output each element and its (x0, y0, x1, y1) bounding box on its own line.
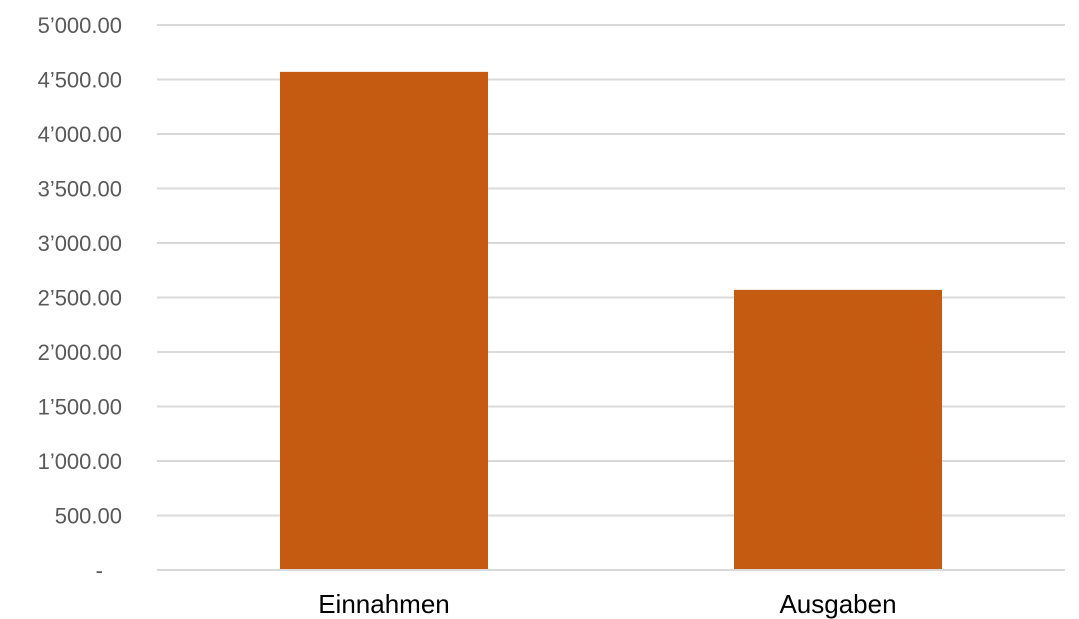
y-tick-label: 2’500.00 (38, 286, 122, 311)
y-tick-label: 2’000.00 (38, 340, 122, 365)
bars (280, 71, 942, 571)
y-axis-tick-labels: - 500.00 1’000.00 1’500.00 2’000.00 2’500.00 3… (38, 13, 122, 583)
y-tick-label: 4’000.00 (38, 122, 122, 147)
y-tick-label: 1’500.00 (38, 395, 122, 420)
y-tick-label: 1’000.00 (38, 449, 122, 474)
y-tick-label: 3’000.00 (38, 231, 122, 256)
x-category-label: Einnahmen (318, 589, 450, 619)
x-axis-category-labels: Einnahmen Ausgaben (318, 589, 896, 619)
y-tick-label: - (96, 558, 103, 583)
bar-ausgaben (734, 289, 942, 570)
y-tick-label: 3’500.00 (38, 177, 122, 202)
y-tick-label: 4’500.00 (38, 68, 122, 93)
y-tick-label: 5’000.00 (38, 13, 122, 38)
x-category-label: Ausgaben (779, 589, 896, 619)
bar-einnahmen (280, 71, 488, 571)
y-tick-label: 500.00 (55, 504, 122, 529)
